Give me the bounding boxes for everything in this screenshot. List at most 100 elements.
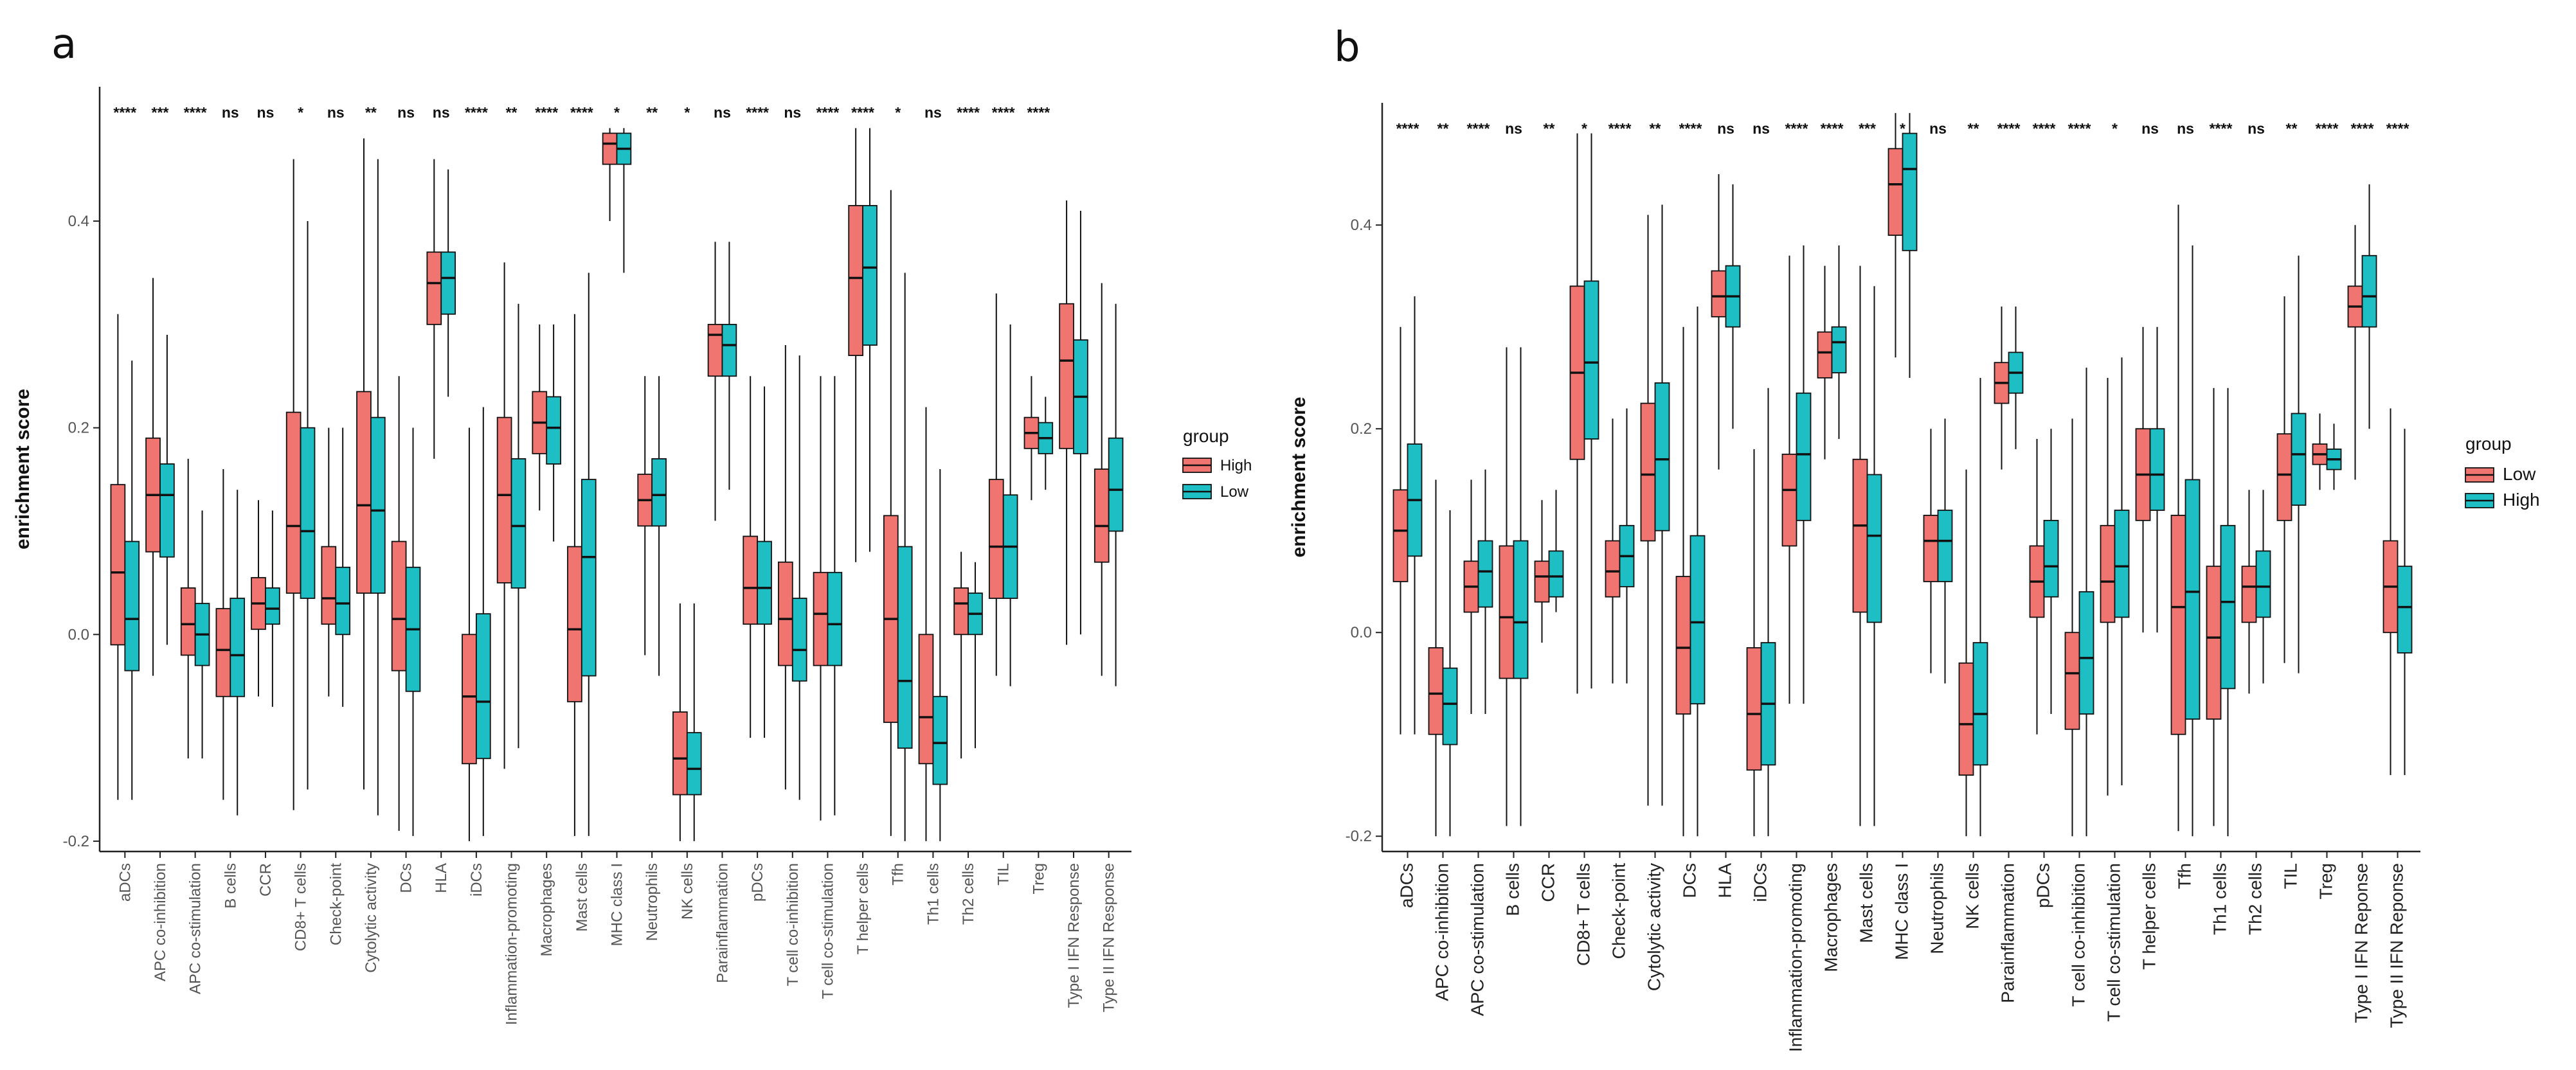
x-tick-label: T helper cells <box>2139 863 2159 970</box>
category-6: Check-point **** <box>1605 120 1635 959</box>
category-3: B cells ns <box>1499 120 1529 916</box>
legend-label: High <box>2503 490 2540 510</box>
category-1: APC co-inhibition *** <box>145 104 175 981</box>
box-iqr <box>1923 515 1939 582</box>
significance-label: ns <box>924 104 942 121</box>
category-7: Cytolytic activity ** <box>1640 120 1670 991</box>
category-16: NK cells ** <box>1958 120 1988 929</box>
y-tick-label: 0.2 <box>68 420 89 437</box>
box-iqr <box>2361 254 2377 328</box>
box-iqr <box>496 416 512 584</box>
box-iqr <box>426 251 442 325</box>
box-low <box>686 603 702 841</box>
box-high <box>1094 283 1110 676</box>
x-tick-label: APC co-inhibition <box>1432 863 1452 1001</box>
category-23: Th1 cells ns <box>918 104 948 925</box>
panel-letter: b <box>1334 24 1360 71</box>
significance-label: ** <box>1544 120 1555 137</box>
box-high <box>2008 307 2024 449</box>
category-9: HLA ns <box>426 104 456 893</box>
box-iqr <box>953 587 969 636</box>
significance-label: **** <box>2068 120 2091 137</box>
category-15: Neutrophils ns <box>1923 120 1953 954</box>
box-high <box>391 376 407 831</box>
box-low <box>721 242 737 490</box>
category-27: Type I IFN Reponse **** <box>2347 120 2377 1023</box>
box-low <box>651 376 667 676</box>
significance-label: ** <box>1437 120 1449 137</box>
significance-label: ** <box>2286 120 2298 137</box>
significance-label: **** <box>1467 120 1490 137</box>
box-high <box>1796 245 1812 704</box>
x-tick-label: Th1 cells <box>2210 863 2230 935</box>
box-low <box>932 469 948 841</box>
category-5: CD8+ T cells * <box>285 104 316 951</box>
legend-title: group <box>2465 434 2512 454</box>
box-low <box>2029 439 2045 735</box>
box-low <box>475 407 491 836</box>
box-high <box>778 345 793 790</box>
box-high <box>1902 112 1918 378</box>
box-low <box>440 169 456 397</box>
legend-label: Low <box>2503 464 2536 484</box>
box-low <box>2170 204 2186 832</box>
x-tick-label: Cytolytic activity <box>363 863 380 973</box>
x-tick-label: B cells <box>1503 863 1523 916</box>
significance-label: **** <box>746 104 769 121</box>
box-high <box>321 427 337 697</box>
box-low <box>300 221 316 790</box>
significance-label: **** <box>2386 120 2409 137</box>
box-high <box>988 293 1004 676</box>
x-tick-label: B cells <box>222 863 239 909</box>
box-iqr <box>2114 510 2130 618</box>
category-16: NK cells * <box>672 104 702 920</box>
box-iqr <box>743 535 759 625</box>
box-iqr <box>1675 576 1691 715</box>
significance-label: ns <box>222 104 239 121</box>
box-iqr <box>510 458 527 589</box>
box-low <box>862 128 878 552</box>
significance-label: ns <box>397 104 415 121</box>
category-9: HLA ns <box>1711 120 1741 898</box>
box-iqr <box>686 732 702 796</box>
box-low <box>335 427 351 707</box>
box-high <box>2149 326 2165 633</box>
box-iqr <box>778 561 793 666</box>
box-iqr <box>1958 662 1974 776</box>
category-13: Mast cells **** <box>567 104 597 932</box>
x-tick-label: Mast cells <box>1857 863 1877 943</box>
box-iqr <box>321 546 337 625</box>
category-4: CCR ns <box>251 104 280 896</box>
panel-letter: a <box>51 21 77 68</box>
x-tick-label: Check-point <box>1609 863 1629 959</box>
box-iqr <box>462 634 477 765</box>
box-low <box>1038 397 1054 490</box>
category-13: Mast cells *** <box>1852 120 1882 943</box>
box-iqr <box>300 427 316 599</box>
x-tick-label: Th2 cells <box>2246 863 2265 935</box>
y-axis-label: enrichment score <box>12 389 33 549</box>
significance-label: ns <box>327 104 345 121</box>
category-10: iDCs ns <box>1746 120 1776 902</box>
x-tick-label: T helper cells <box>854 863 872 954</box>
category-19: T cell co-inhibition ns <box>778 104 807 986</box>
box-iqr <box>1654 382 1670 531</box>
y-tick-label: 0.4 <box>68 213 89 230</box>
category-26: Treg **** <box>2312 120 2342 900</box>
box-high <box>110 314 126 800</box>
y-tick-label: 0.0 <box>68 626 89 643</box>
box-iqr <box>124 540 140 672</box>
x-tick-label: T cell co-inhibition <box>2069 863 2089 1007</box>
significance-label: **** <box>1997 120 2021 137</box>
box-iqr <box>335 566 351 636</box>
box-iqr <box>1477 540 1493 608</box>
significance-label: ** <box>646 104 658 121</box>
box-high <box>1407 296 1423 735</box>
significance-label: ns <box>1929 120 1947 137</box>
box-low <box>2276 296 2292 663</box>
x-tick-label: APC co-stimulation <box>187 863 204 994</box>
box-iqr <box>2206 566 2222 720</box>
box-high <box>2114 357 2130 785</box>
box-low <box>2135 326 2151 633</box>
